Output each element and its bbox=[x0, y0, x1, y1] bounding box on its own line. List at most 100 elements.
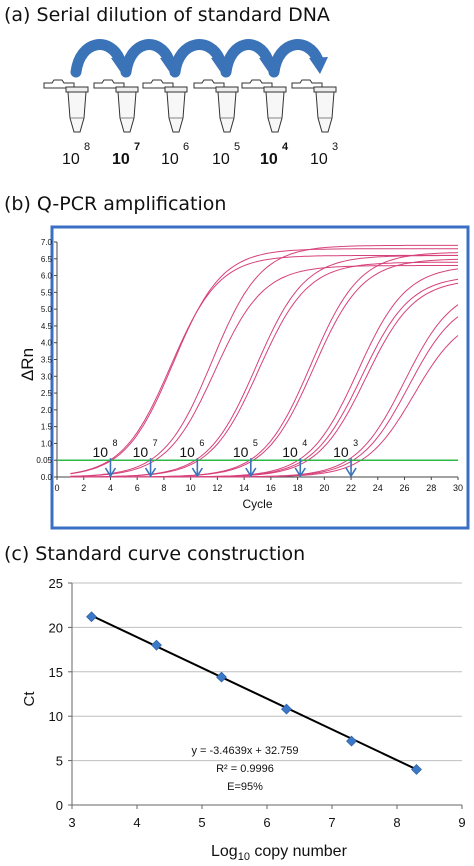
ct-label-exponent: 5 bbox=[253, 438, 258, 448]
tube bbox=[43, 79, 89, 133]
data-point bbox=[86, 611, 97, 623]
tube-label-base: 10 bbox=[62, 151, 80, 168]
x-tick-label: 8 bbox=[161, 483, 166, 493]
y-tick-label: 3.0 bbox=[41, 372, 53, 381]
tube-label-base: 10 bbox=[212, 151, 230, 168]
ct-label-exponent: 8 bbox=[112, 438, 117, 448]
tube-cap bbox=[193, 79, 225, 89]
ct-label-base: 10 bbox=[233, 444, 249, 460]
tube bbox=[291, 79, 337, 133]
x-tick-label: 12 bbox=[212, 483, 222, 493]
x-tick-label: 28 bbox=[426, 483, 436, 493]
tube-label-base: 10 bbox=[112, 151, 130, 168]
amplification-curve bbox=[70, 248, 458, 475]
x-tick-label: 26 bbox=[400, 483, 410, 493]
ct-arrow-head bbox=[104, 467, 117, 478]
ct-arrow-head bbox=[294, 467, 306, 478]
serial-dilution-diagram: 10 8 10 7 10 6 10 5 10 4 10 3 bbox=[43, 39, 338, 168]
y-tick-label: 6.0 bbox=[41, 272, 53, 281]
tube-label-exponent: 5 bbox=[234, 141, 240, 153]
x-tick-label: 6 bbox=[135, 483, 140, 493]
x-tick-label: 7 bbox=[328, 815, 335, 830]
x-tick-label: 9 bbox=[458, 815, 465, 830]
x-tick-label: 4 bbox=[108, 483, 113, 493]
fit-efficiency: E=95% bbox=[227, 781, 263, 793]
y-tick-label: 2.5 bbox=[41, 389, 53, 398]
y-tick-label: 5.0 bbox=[41, 305, 53, 314]
y-tick-label: 5 bbox=[56, 754, 63, 769]
dilution-arrow-body bbox=[220, 39, 274, 78]
amplification-curve bbox=[70, 261, 458, 478]
data-point bbox=[216, 671, 227, 683]
ct-label-base: 10 bbox=[133, 444, 149, 460]
y-tick-label: 1.0 bbox=[41, 439, 53, 448]
tube-label-exponent: 7 bbox=[134, 141, 140, 153]
tube-label-exponent: 6 bbox=[183, 141, 189, 153]
ct-arrow bbox=[294, 458, 306, 478]
data-point bbox=[151, 639, 162, 651]
x-tick-label: 2 bbox=[81, 483, 86, 493]
ct-arrow-head bbox=[345, 467, 357, 478]
dilution-arrow-body bbox=[70, 39, 126, 78]
y-tick-label: 2.0 bbox=[41, 406, 53, 415]
tube bbox=[93, 79, 139, 133]
tube bbox=[241, 79, 287, 133]
tube-cap bbox=[241, 79, 273, 89]
x-tick-label: 14 bbox=[239, 483, 249, 493]
dilution-arrow-body bbox=[120, 39, 175, 78]
panel-b-title: (b) Q-PCR amplification bbox=[4, 193, 227, 215]
ct-arrow-head bbox=[245, 467, 257, 478]
dilution-arrow-body bbox=[268, 39, 324, 78]
y-tick-label: 20 bbox=[49, 620, 63, 635]
x-axis-label-sub: 10 bbox=[238, 851, 250, 863]
y-tick-label: 3.5 bbox=[41, 356, 53, 365]
x-tick-label: 6 bbox=[263, 815, 270, 830]
y-tick-label: 4.5 bbox=[41, 322, 53, 331]
ct-label-exponent: 7 bbox=[153, 438, 158, 448]
data-point bbox=[411, 764, 422, 775]
tube-label-base: 10 bbox=[161, 151, 179, 168]
x-axis-label-rest: copy number bbox=[250, 843, 348, 860]
y-tick-label: 4.0 bbox=[41, 339, 53, 348]
x-tick-label: 10 bbox=[186, 483, 196, 493]
fit-equation: y = -3.4639x + 32.759 bbox=[191, 745, 298, 757]
ct-arrow bbox=[191, 458, 204, 478]
dilution-arrow bbox=[268, 39, 328, 78]
ct-label-base: 10 bbox=[333, 444, 349, 460]
ct-label-exponent: 6 bbox=[199, 438, 204, 448]
ct-arrow bbox=[245, 458, 257, 478]
x-tick-label: 16 bbox=[266, 483, 276, 493]
tube-label-exponent: 8 bbox=[84, 141, 90, 153]
x-axis-label: Log10 copy number bbox=[211, 843, 348, 863]
x-tick-label: 22 bbox=[346, 483, 356, 493]
x-axis-label: Cycle bbox=[242, 497, 272, 511]
y-tick-label: 7.0 bbox=[41, 238, 53, 247]
dilution-arrow-body bbox=[169, 39, 226, 78]
x-tick-label: 18 bbox=[293, 483, 303, 493]
ct-arrow bbox=[144, 458, 157, 478]
ct-arrow-head bbox=[144, 467, 157, 478]
tube-cap bbox=[142, 79, 174, 89]
tube bbox=[193, 79, 239, 133]
y-tick-label: 0.0 bbox=[41, 473, 53, 482]
y-tick-label: 5.5 bbox=[41, 288, 53, 297]
x-tick-label: 20 bbox=[319, 483, 329, 493]
tube-cap bbox=[291, 79, 323, 89]
ct-arrow bbox=[345, 458, 357, 478]
y-tick-label: 1.5 bbox=[41, 423, 53, 432]
y-tick-label: 6.5 bbox=[41, 255, 53, 264]
x-axis-label-log: Log bbox=[211, 843, 238, 860]
amplification-curve bbox=[70, 265, 458, 477]
dilution-arrow-head bbox=[309, 57, 328, 74]
x-tick-label: 0 bbox=[54, 483, 59, 493]
tube-cap bbox=[43, 79, 75, 89]
y-tick-label: 0 bbox=[56, 798, 63, 813]
data-point bbox=[281, 703, 292, 715]
x-tick-label: 8 bbox=[393, 815, 400, 830]
y-tick-label: 15 bbox=[49, 665, 63, 680]
x-tick-label: 4 bbox=[133, 815, 140, 830]
y-axis-label: Ct bbox=[21, 691, 38, 707]
ct-arrow bbox=[104, 458, 117, 478]
tube-label-base: 10 bbox=[260, 151, 278, 168]
